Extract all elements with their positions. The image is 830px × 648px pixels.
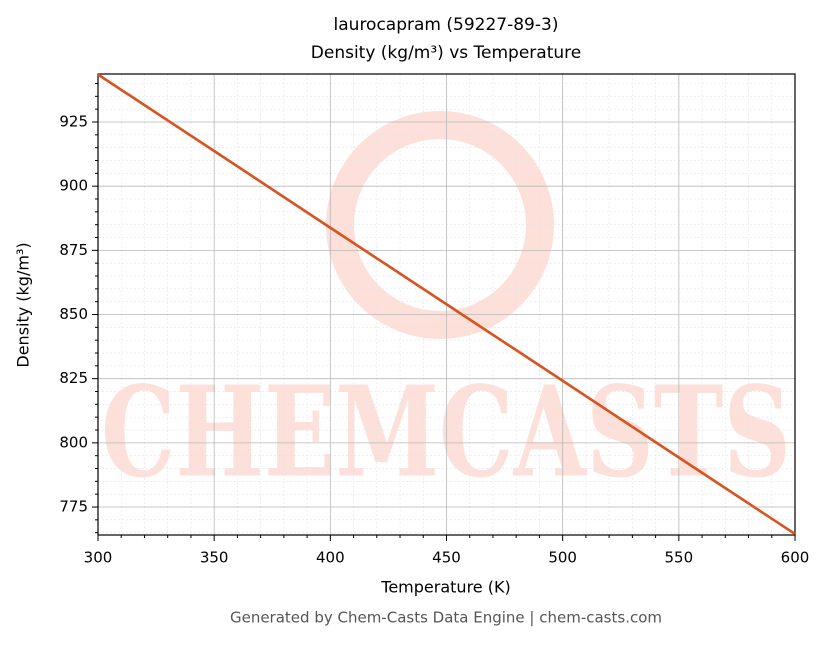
- chart-title: laurocapram (59227-89-3): [334, 15, 559, 35]
- grid: [97, 74, 796, 535]
- y-tick-label: 850: [59, 305, 88, 323]
- footer: Generated by Chem-Casts Data Engine | ch…: [230, 609, 662, 627]
- x-tick-label: 550: [665, 549, 694, 567]
- x-tick-label: 350: [200, 549, 229, 567]
- y-tick-label: 800: [59, 433, 88, 451]
- chart-subtitle: Density (kg/m³) vs Temperature: [311, 43, 581, 63]
- x-tick-label: 600: [781, 549, 810, 567]
- y-tick-label: 875: [59, 241, 88, 259]
- x-axis-label: Temperature (K): [380, 578, 510, 597]
- x-tick-label: 450: [432, 549, 461, 567]
- y-tick-label: 825: [59, 369, 88, 387]
- x-tick-label: 400: [316, 549, 345, 567]
- y-axis-label: Density (kg/m³): [14, 242, 33, 367]
- y-tick-label: 775: [59, 498, 88, 516]
- watermark: CHEMCASTS: [101, 360, 791, 506]
- data-line: [97, 73, 796, 536]
- y-tick-label: 925: [59, 112, 88, 130]
- x-tick-label: 300: [84, 549, 113, 567]
- y-tick-label: 900: [59, 177, 88, 195]
- x-tick-label: 500: [548, 549, 577, 567]
- watermark-logo: [326, 111, 554, 339]
